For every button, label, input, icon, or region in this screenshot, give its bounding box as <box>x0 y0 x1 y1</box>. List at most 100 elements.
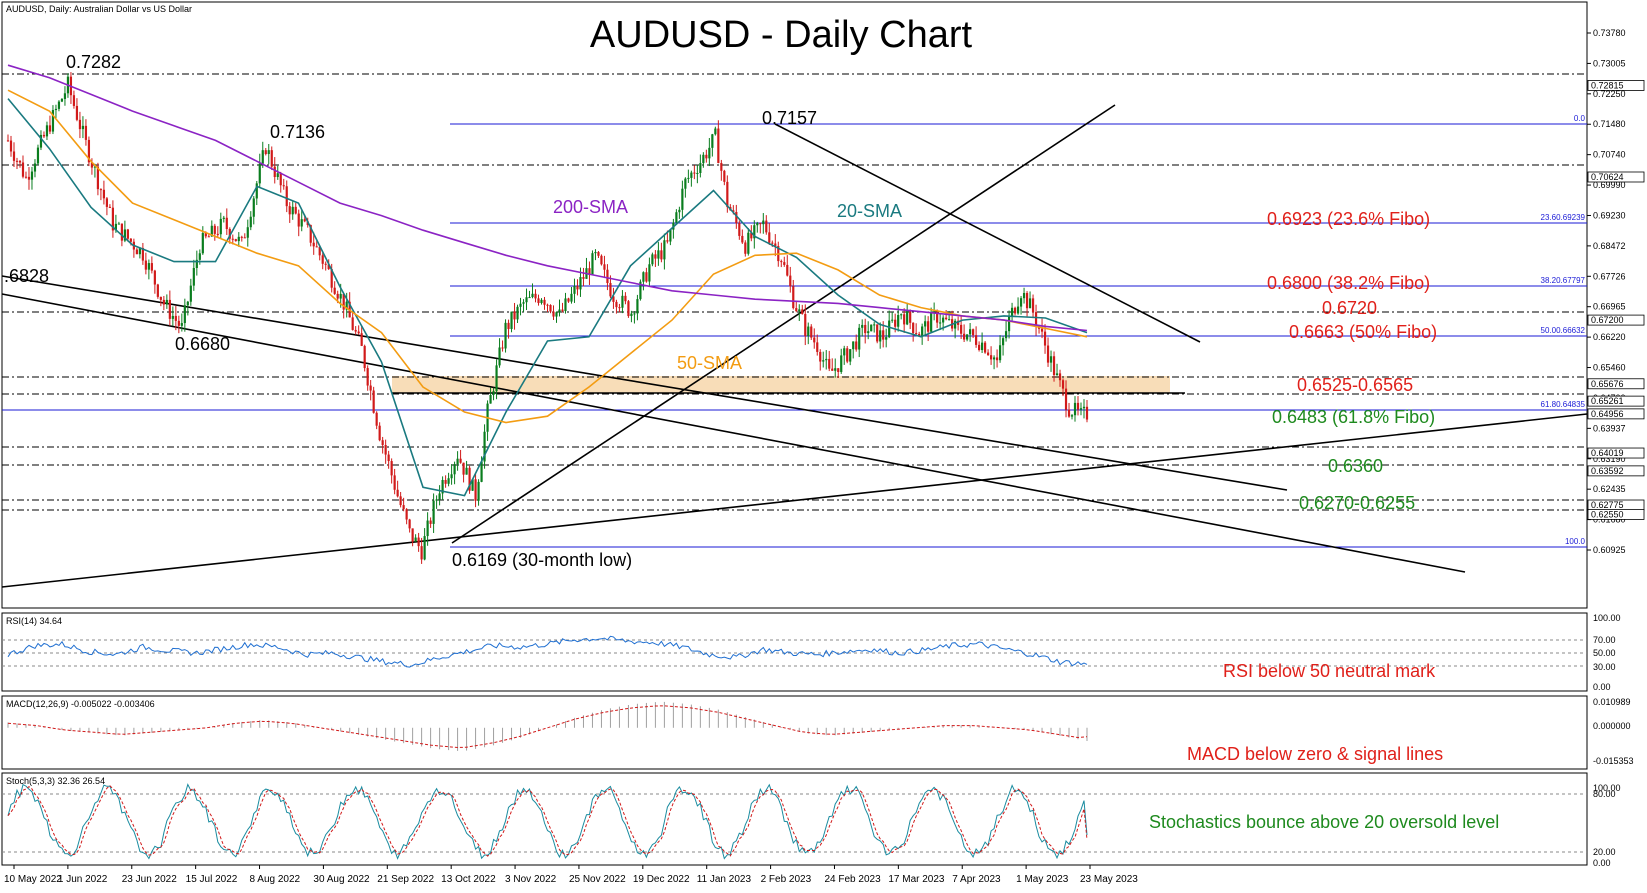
candle <box>384 439 387 464</box>
candle <box>1046 337 1050 367</box>
candle <box>825 350 828 370</box>
candle <box>642 271 645 291</box>
price-tick: 0.69990 <box>1593 180 1626 190</box>
candle <box>177 315 180 334</box>
price-tick: 0.73005 <box>1593 58 1626 68</box>
price-level-box <box>1587 171 1645 183</box>
candle <box>414 534 417 542</box>
x-tick-label: 10 May 2022 <box>4 874 62 885</box>
candle <box>669 229 672 246</box>
candle <box>222 215 225 223</box>
candle <box>405 508 408 525</box>
candle <box>528 290 531 299</box>
candle <box>78 111 82 139</box>
candle <box>441 476 444 501</box>
candle <box>1034 304 1038 336</box>
candle <box>216 226 219 238</box>
candle <box>687 169 690 183</box>
x-tick-label: 17 Mar 2023 <box>888 874 945 885</box>
candle <box>9 135 13 157</box>
candle <box>294 202 297 215</box>
fibonacci-lines <box>2 123 1587 548</box>
candle <box>900 313 903 320</box>
candle <box>615 299 618 314</box>
candle <box>219 212 222 239</box>
candle <box>534 289 537 303</box>
candle <box>324 261 327 271</box>
candle <box>708 137 711 167</box>
candle <box>450 464 453 485</box>
candle <box>998 335 1002 363</box>
candle <box>240 235 243 242</box>
symbol-header: AUDUSD, Daily: Australian Dollar vs US D… <box>6 4 192 14</box>
price-level-label: 0.67200 <box>1591 315 1624 325</box>
candle <box>153 269 156 294</box>
candle <box>48 115 52 135</box>
candle <box>624 292 627 305</box>
candle <box>963 324 966 343</box>
candle <box>1028 291 1032 309</box>
candle <box>843 345 846 365</box>
candle <box>840 348 843 374</box>
candle <box>192 259 195 291</box>
candle <box>792 279 795 310</box>
candle <box>186 300 189 316</box>
candle <box>393 468 396 495</box>
x-tick-label: 11 Jan 2023 <box>697 874 752 885</box>
candle <box>927 316 930 342</box>
candle <box>108 204 112 208</box>
candle <box>84 119 88 146</box>
candle <box>612 287 615 309</box>
fib-tag-61-8: 61.80.64835 <box>1541 400 1586 409</box>
candle <box>1025 291 1029 317</box>
price-tick: 0.65460 <box>1593 363 1626 373</box>
candle <box>165 294 168 309</box>
macd-signal-line <box>7 705 1088 749</box>
candle <box>318 245 321 261</box>
candle <box>663 233 666 270</box>
candle <box>573 278 576 303</box>
candle <box>657 242 660 266</box>
candle <box>1073 396 1077 422</box>
candle <box>711 133 714 157</box>
candle <box>465 460 468 475</box>
candle <box>513 302 516 330</box>
price-level-label: 0.62550 <box>1591 509 1624 519</box>
candle <box>912 322 915 342</box>
candle <box>1010 302 1014 322</box>
candle <box>492 387 495 401</box>
candle <box>699 154 702 178</box>
candle <box>81 116 85 139</box>
price-tick: 0.60925 <box>1593 545 1626 555</box>
candle <box>1082 399 1086 419</box>
annot-0-7157: 0.7157 <box>762 108 817 128</box>
price-level-box <box>1587 80 1645 91</box>
annot-0-7136: 0.7136 <box>270 122 325 142</box>
candle <box>885 328 888 348</box>
candle <box>411 528 414 547</box>
rsi-levels <box>2 639 1587 667</box>
candle <box>630 310 633 323</box>
candle <box>774 234 777 257</box>
candle <box>117 221 120 225</box>
candle <box>24 171 28 179</box>
candle <box>27 167 31 190</box>
candle <box>867 321 870 340</box>
candle <box>99 188 103 201</box>
candle <box>60 98 64 103</box>
stoch-tick-0: 0.00 <box>1593 858 1611 868</box>
price-level-label: 0.64956 <box>1591 409 1624 419</box>
candle <box>660 242 663 263</box>
price-level-box <box>1587 378 1645 390</box>
candle <box>983 340 987 354</box>
candle <box>753 220 756 249</box>
price-tick: 0.68472 <box>1593 241 1626 251</box>
candle <box>249 211 252 231</box>
candle <box>906 302 909 326</box>
candle <box>594 249 597 261</box>
candle <box>741 229 744 244</box>
price-tick: 0.62435 <box>1593 484 1626 494</box>
candle <box>540 298 543 305</box>
candle <box>795 300 798 313</box>
